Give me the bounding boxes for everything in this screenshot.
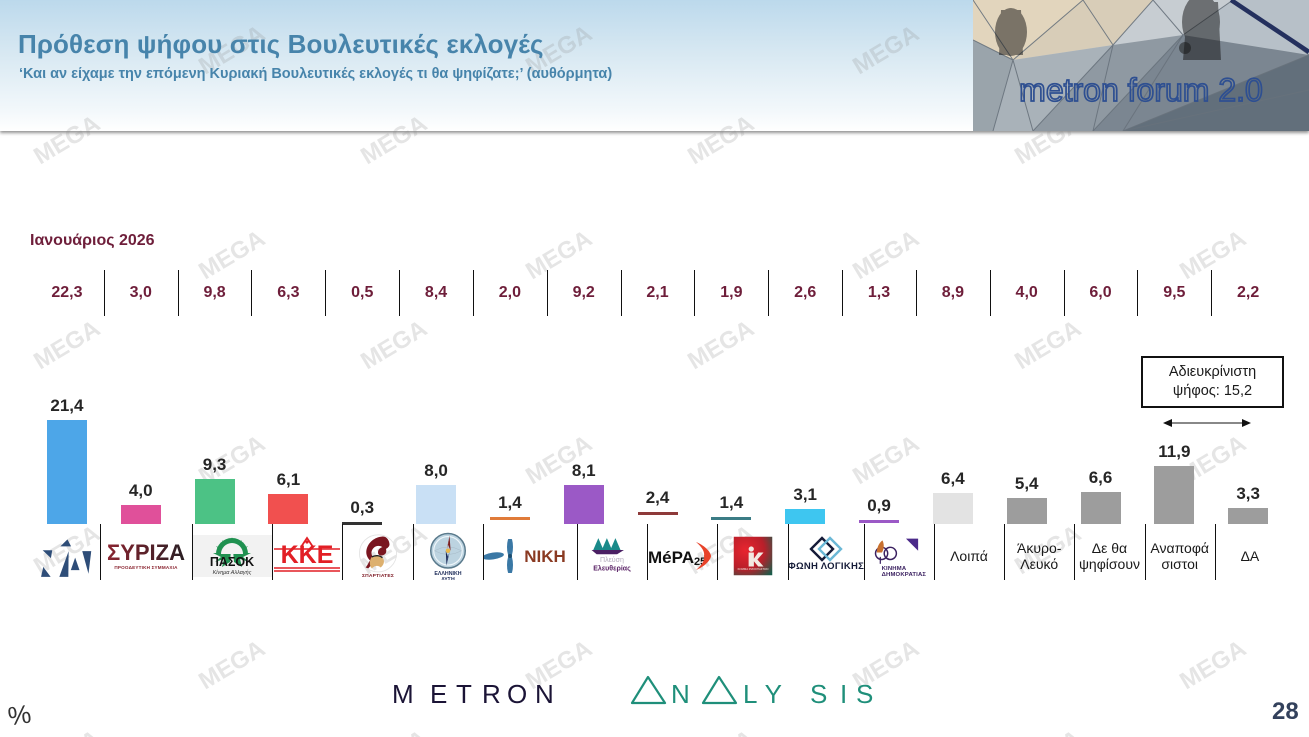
svg-text:S: S: [810, 679, 827, 709]
svg-text:MéPA25: MéPA25: [648, 548, 706, 568]
svg-text:Ελευθερίας: Ελευθερίας: [593, 565, 631, 573]
svg-text:ΚΙΝΗΜΑ: ΚΙΝΗΜΑ: [881, 566, 906, 572]
svg-text:O: O: [507, 679, 527, 709]
svg-text:S: S: [856, 679, 873, 709]
svg-text:R: R: [482, 679, 501, 709]
svg-text:ΠΡΟΟΔΕΥΤΙΚΗ ΣΥΜΜΑΧΙΑ: ΠΡΟΟΔΕΥΤΙΚΗ ΣΥΜΜΑΧΙΑ: [115, 565, 179, 570]
svg-text:ΚΚΕ: ΚΚΕ: [281, 541, 334, 569]
svg-text:ΣΠΑΡΤΙΑΤΕΣ: ΣΠΑΡΤΙΑΤΕΣ: [362, 573, 394, 579]
svg-text:L: L: [743, 679, 757, 709]
svg-text:ΕΛΛΗΝΙΚΗ: ΕΛΛΗΝΙΚΗ: [434, 571, 461, 577]
svg-text:ΔΗΜΟΚΡΑΤΙΑΣ: ΔΗΜΟΚΡΑΤΙΑΣ: [881, 572, 926, 576]
svg-text:T: T: [456, 679, 472, 709]
svg-text:ΝΙΚΗ: ΝΙΚΗ: [524, 547, 566, 566]
svg-text:Πλεύση: Πλεύση: [600, 556, 624, 564]
svg-text:ΦΩΝΗ ΛΟΓΙΚΗΣ: ΦΩΝΗ ΛΟΓΙΚΗΣ: [788, 561, 864, 572]
svg-text:metron forum 2.0: metron forum 2.0: [1019, 72, 1263, 108]
svg-text:ΚΟΜΜΑ ΡΙΖΟΣΠΑΣΤΩΝ: ΚΟΜΜΑ ΡΙΖΟΣΠΑΣΤΩΝ: [737, 567, 768, 571]
svg-text:M: M: [392, 679, 414, 709]
svg-text:Y: Y: [765, 679, 782, 709]
svg-text:N: N: [535, 679, 554, 709]
svg-text:ΣΥΡΙΖΑ: ΣΥΡΙΖΑ: [107, 540, 185, 565]
svg-text:I: I: [840, 679, 847, 709]
svg-text:ΠΑΣΟΚ: ΠΑΣΟΚ: [210, 555, 254, 569]
svg-text:E: E: [430, 679, 447, 709]
svg-text:Κίνημα Αλλαγής: Κίνημα Αλλαγής: [213, 569, 252, 576]
svg-text:ΛΥΣΗ: ΛΥΣΗ: [441, 577, 455, 580]
svg-text:N: N: [671, 679, 690, 709]
